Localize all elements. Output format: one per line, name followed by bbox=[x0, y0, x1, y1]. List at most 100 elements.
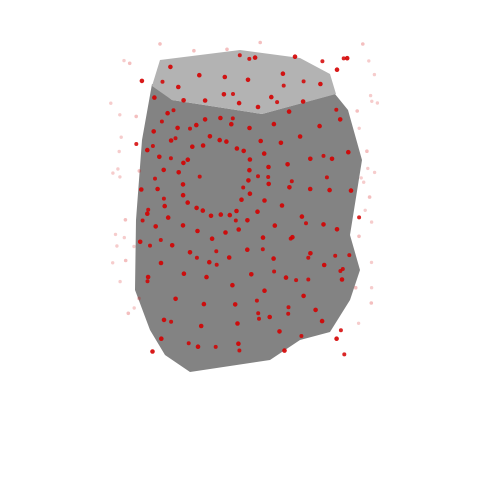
point bbox=[348, 188, 354, 193]
point bbox=[118, 113, 122, 117]
point bbox=[266, 164, 271, 170]
point bbox=[137, 169, 142, 173]
point bbox=[168, 156, 173, 161]
point bbox=[266, 175, 271, 179]
point bbox=[168, 64, 173, 70]
point bbox=[176, 84, 181, 90]
point bbox=[190, 144, 195, 149]
point bbox=[173, 136, 178, 141]
point bbox=[369, 220, 374, 224]
point bbox=[145, 279, 150, 284]
point bbox=[359, 176, 363, 180]
point bbox=[207, 259, 212, 265]
point bbox=[340, 267, 345, 271]
point bbox=[239, 197, 244, 202]
point bbox=[365, 149, 369, 153]
point bbox=[278, 140, 284, 146]
point bbox=[153, 224, 158, 229]
point bbox=[213, 344, 218, 349]
point bbox=[225, 47, 229, 52]
point bbox=[372, 72, 377, 77]
point bbox=[286, 311, 291, 316]
point bbox=[260, 235, 266, 240]
point bbox=[262, 288, 267, 294]
point bbox=[202, 117, 208, 122]
point bbox=[223, 230, 228, 235]
points bbox=[109, 40, 380, 357]
point bbox=[247, 167, 252, 173]
point bbox=[286, 305, 291, 310]
point bbox=[160, 79, 165, 84]
point bbox=[260, 247, 265, 252]
point bbox=[341, 56, 346, 61]
point bbox=[230, 116, 235, 121]
point bbox=[161, 167, 166, 173]
point bbox=[321, 222, 326, 227]
point bbox=[197, 72, 202, 78]
point bbox=[254, 298, 259, 303]
point bbox=[117, 149, 121, 154]
point bbox=[236, 341, 241, 347]
point bbox=[116, 167, 120, 171]
point bbox=[289, 179, 294, 184]
point bbox=[171, 108, 176, 113]
point bbox=[272, 269, 277, 274]
point bbox=[113, 232, 118, 237]
point bbox=[234, 146, 240, 151]
point bbox=[226, 255, 232, 260]
point bbox=[115, 244, 119, 248]
point bbox=[368, 93, 373, 98]
point bbox=[230, 282, 235, 288]
point bbox=[363, 208, 367, 212]
point bbox=[132, 306, 136, 310]
point bbox=[227, 212, 233, 218]
point bbox=[357, 234, 361, 239]
point bbox=[333, 253, 338, 258]
point bbox=[180, 223, 186, 228]
point bbox=[146, 207, 151, 212]
point bbox=[272, 223, 278, 228]
point bbox=[318, 81, 323, 87]
point bbox=[294, 278, 299, 283]
point bbox=[279, 203, 285, 208]
point bbox=[162, 203, 167, 209]
point bbox=[286, 109, 292, 114]
point bbox=[186, 341, 191, 346]
point bbox=[194, 205, 199, 211]
point bbox=[214, 262, 219, 267]
point bbox=[175, 125, 180, 131]
point bbox=[158, 238, 163, 242]
point bbox=[369, 286, 374, 290]
point bbox=[292, 54, 298, 59]
point bbox=[299, 214, 305, 219]
point bbox=[185, 200, 190, 205]
point bbox=[321, 262, 327, 268]
point bbox=[181, 271, 187, 277]
point bbox=[197, 174, 202, 179]
point bbox=[161, 196, 166, 201]
point bbox=[357, 126, 361, 130]
point bbox=[370, 99, 374, 104]
point bbox=[320, 59, 325, 64]
point bbox=[237, 348, 242, 353]
point bbox=[346, 149, 351, 155]
point bbox=[161, 317, 167, 323]
point bbox=[194, 255, 199, 260]
point bbox=[249, 272, 254, 277]
point bbox=[299, 334, 304, 338]
point bbox=[297, 134, 303, 139]
point bbox=[257, 316, 261, 321]
point bbox=[185, 157, 191, 162]
point bbox=[246, 178, 251, 183]
point bbox=[137, 239, 143, 245]
point bbox=[201, 301, 207, 307]
point bbox=[180, 182, 186, 187]
point bbox=[319, 318, 325, 324]
point bbox=[344, 55, 350, 61]
point bbox=[236, 100, 242, 106]
point bbox=[159, 336, 164, 342]
point bbox=[195, 344, 201, 350]
point bbox=[214, 249, 219, 254]
point bbox=[280, 71, 286, 76]
